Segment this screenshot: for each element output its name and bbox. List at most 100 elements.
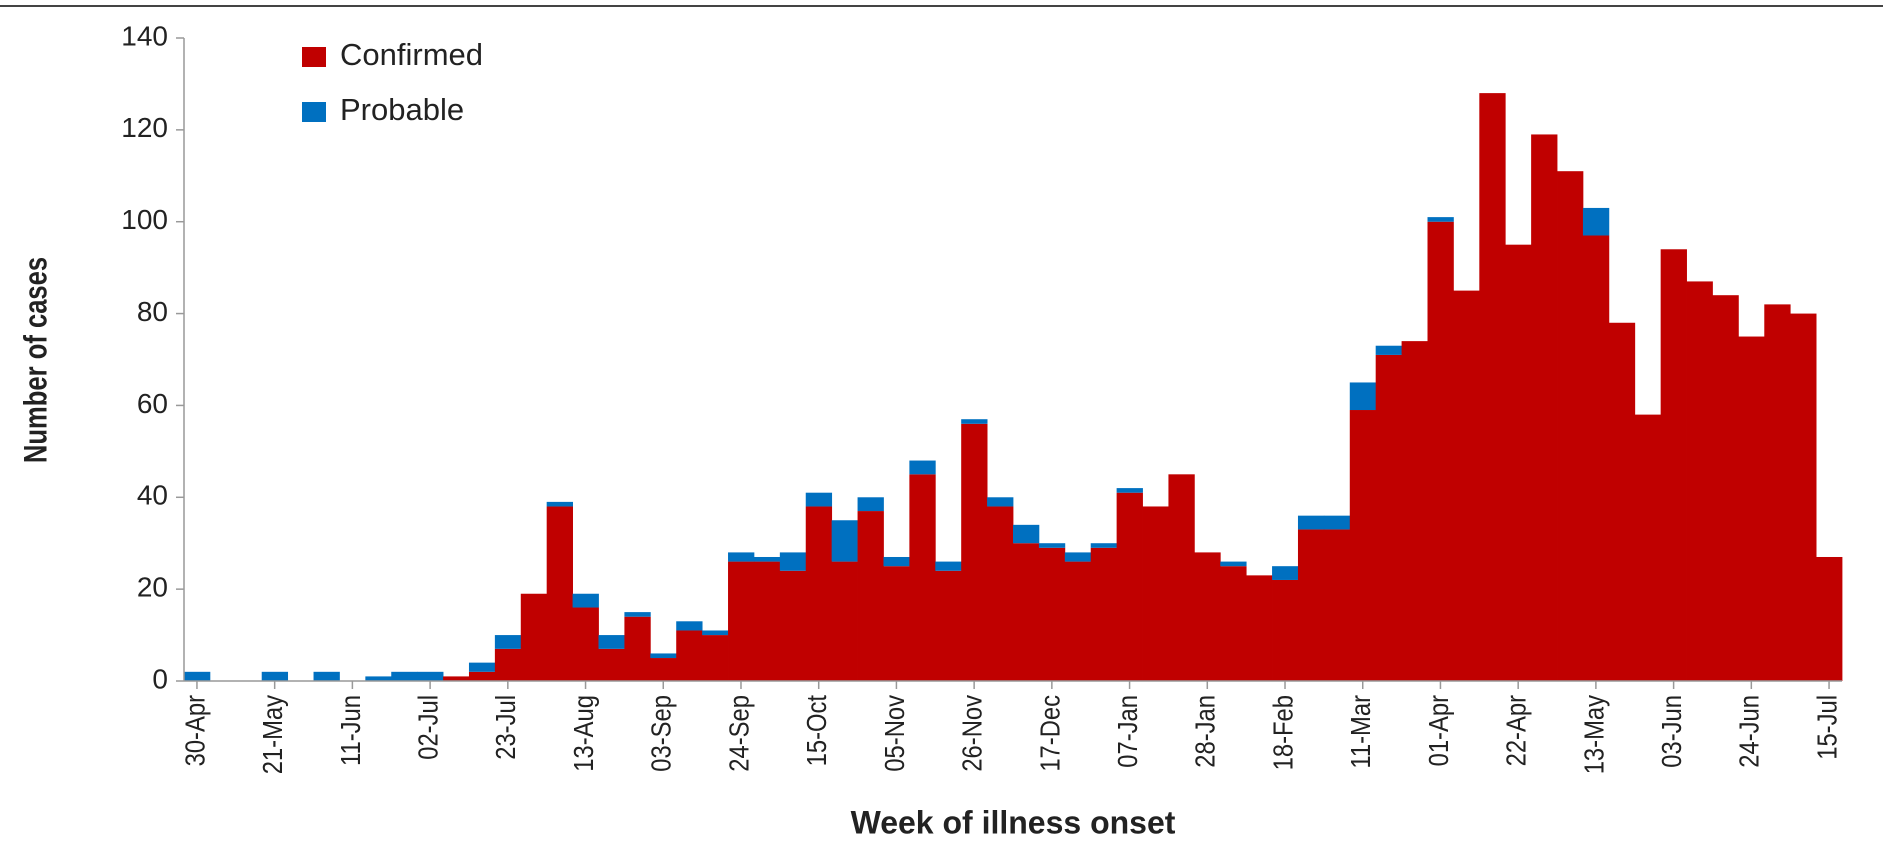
y-tick-label: 120: [121, 112, 168, 143]
bar-segment: [1349, 410, 1377, 681]
bar-segment: [1427, 217, 1454, 222]
x-tick-label: 03-Jun: [1655, 695, 1687, 768]
bar-segment: [1064, 552, 1092, 562]
bar-segment: [1013, 543, 1040, 681]
bar-segment: [831, 520, 858, 562]
bar-segment: [1531, 134, 1558, 681]
bar-segment: [961, 423, 988, 681]
bar-segment: [857, 511, 884, 681]
bar-segment: [779, 552, 807, 571]
y-tick-label: 60: [137, 388, 168, 419]
x-tick-label: 24-Jun: [1733, 695, 1765, 768]
y-tick-label: 0: [152, 663, 168, 694]
y-tick-label: 100: [121, 204, 168, 235]
bar-segment: [1116, 488, 1143, 493]
x-tick-label: 02-Jul: [412, 695, 444, 760]
bar-segment: [624, 616, 651, 681]
bar-segment: [1090, 547, 1118, 681]
bar-segment: [1608, 322, 1636, 681]
bar-segment: [1220, 566, 1247, 681]
bar-segment: [1297, 529, 1325, 681]
bar-segment: [1297, 515, 1325, 530]
bar-segment: [728, 552, 755, 562]
bar-segment: [1401, 341, 1428, 681]
bar-segment: [1557, 171, 1584, 681]
x-tick-label: 26-Nov: [956, 695, 988, 772]
bar-segment: [753, 561, 781, 681]
bar-segment: [1738, 336, 1765, 681]
bar-segment: [1582, 207, 1610, 236]
x-tick-label: 21-May: [256, 695, 288, 774]
x-tick-label: 11-Mar: [1344, 695, 1376, 769]
x-tick-label: 24-Sep: [723, 695, 755, 772]
y-axis-label: Number of cases: [19, 257, 54, 463]
bar-segment: [1272, 566, 1299, 580]
bar-segment: [753, 556, 781, 562]
bar-segment: [1013, 524, 1040, 544]
x-tick-label: 01-Apr: [1422, 695, 1454, 767]
legend-label: Probable: [340, 92, 464, 127]
bar-segment: [1220, 561, 1247, 567]
bar-segment: [1790, 313, 1817, 681]
x-tick-label: 11-Jun: [334, 695, 366, 766]
bar-segment: [1323, 515, 1351, 530]
bar-segment: [857, 497, 884, 512]
bar-segment: [572, 607, 599, 681]
bar-segment: [417, 671, 444, 681]
x-tick-label: 22-Apr: [1500, 695, 1532, 767]
bar-segment: [520, 593, 548, 681]
bar-segment: [805, 492, 833, 507]
bar-segment: [1064, 561, 1092, 681]
y-tick-label: 20: [137, 572, 168, 603]
bar-segment: [624, 612, 651, 617]
x-tick-label: 18-Feb: [1267, 695, 1299, 770]
bar-segment: [468, 671, 496, 681]
bar-segment: [779, 570, 807, 681]
bar-segment: [494, 635, 522, 649]
bar-segment: [1323, 529, 1351, 681]
bar-segment: [1375, 354, 1402, 681]
bar-segment: [883, 566, 910, 681]
bar-segment: [702, 635, 729, 681]
bar-segment: [676, 630, 703, 681]
x-axis-label: Week of illness onset: [851, 804, 1176, 840]
bar-segment: [1142, 506, 1169, 681]
x-tick-label: 15-Jul: [1811, 695, 1843, 760]
bar-segment: [572, 593, 599, 608]
bar-segment: [883, 556, 910, 567]
bar-segment: [1168, 474, 1195, 681]
bar-segment: [702, 630, 729, 636]
bar-segment: [805, 506, 833, 681]
bar-segment: [1816, 556, 1843, 681]
bar-segment: [1038, 547, 1066, 681]
bar-segment: [1712, 295, 1739, 681]
bar-segment: [987, 506, 1014, 681]
bar-segment: [987, 497, 1014, 507]
y-tick-label: 80: [137, 296, 168, 327]
bar-segment: [391, 671, 418, 681]
bar-segment: [1660, 249, 1687, 681]
bar-segment: [650, 653, 677, 659]
bar-segment: [1686, 281, 1713, 681]
x-tick-label: 17-Dec: [1033, 695, 1065, 772]
bar-segment: [468, 662, 496, 672]
x-tick-label: 13-Aug: [567, 695, 599, 772]
bar-segment: [650, 658, 677, 681]
bar-segment: [961, 419, 988, 424]
bar-segment: [1505, 244, 1532, 681]
bar-segment: [1427, 221, 1454, 681]
y-tick-label: 140: [121, 20, 168, 51]
bar-segment: [1349, 382, 1377, 411]
bar-segment: [728, 561, 755, 681]
bar-segment: [1090, 543, 1118, 548]
bar-segment: [676, 621, 703, 631]
bar-segment: [1764, 304, 1791, 681]
x-tick-label: 05-Nov: [878, 695, 910, 772]
bar-segment: [909, 460, 936, 475]
x-tick-label: 28-Jan: [1189, 695, 1221, 768]
bar-segment: [365, 676, 392, 681]
bar-segment: [1038, 543, 1066, 548]
bar-segment: [546, 501, 573, 507]
bar-segment: [546, 506, 573, 681]
